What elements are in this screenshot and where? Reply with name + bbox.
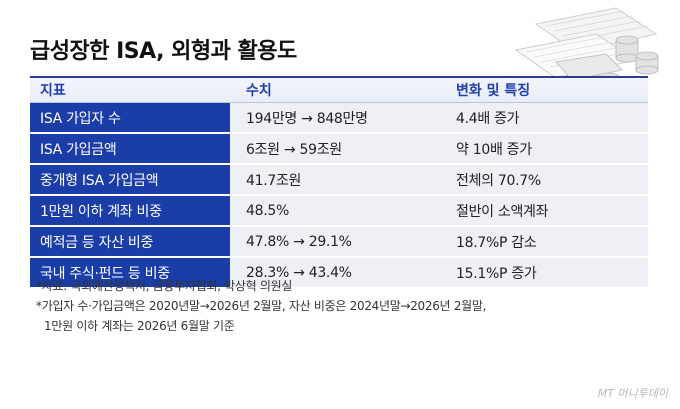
table-row: 1만원 이하 계좌 비중 48.5% 절반이 소액계좌 (30, 196, 648, 227)
page-title: 급성장한 ISA, 외형과 활용도 (30, 39, 297, 64)
change-cell: 절반이 소액계좌 (430, 196, 648, 225)
table-row: 국내 주식·펀드 등 비중 28.3% → 43.4% 15.1%P 증가 (30, 258, 648, 289)
indicator-cell: ISA 가입금액 (30, 134, 230, 163)
change-cell: 약 10배 증가 (430, 134, 648, 163)
publisher-logo: MT 머니투데이 (597, 387, 668, 400)
header-indicator: 지표 (40, 83, 66, 99)
indicator-cell: 1만원 이하 계좌 비중 (30, 196, 230, 225)
basis-note: *가입자 수·가입금액은 2020년말→2026년 2월말, 자산 비중은 20… (36, 299, 487, 313)
table-row: ISA 가입금액 6조원 → 59조원 약 10배 증가 (30, 134, 648, 165)
table-row: 중개형 ISA 가입금액 41.7조원 전체의 70.7% (30, 165, 648, 196)
indicator-cell: 예적금 등 자산 비중 (30, 227, 230, 256)
value-cell: 41.7조원 (230, 165, 430, 194)
basis-note-continued: 1만원 이하 계좌는 2026년 6월말 기준 (44, 319, 235, 333)
source-notes: *자료: 국회예산정책처, 금융투자협회, 박상혁 의원실 *가입자 수·가입금… (36, 276, 646, 336)
value-cell: 48.5% (230, 196, 430, 225)
indicator-cell: ISA 가입자 수 (30, 103, 230, 132)
spreadsheet-coins-illustration (514, 7, 659, 84)
source-note: *자료: 국회예산정책처, 금융투자협회, 박상혁 의원실 (36, 279, 293, 293)
value-cell: 6조원 → 59조원 (230, 134, 430, 163)
indicator-cell: 국내 주식·펀드 등 비중 (30, 258, 230, 287)
header-value: 수치 (246, 83, 272, 99)
change-cell: 15.1%P 증가 (430, 258, 648, 287)
table-row: ISA 가입자 수 194만명 → 848만명 4.4배 증가 (30, 103, 648, 134)
change-cell: 전체의 70.7% (430, 165, 648, 194)
isa-stats-table: 지표 수치 변화 및 특징 ISA 가입자 수 194만명 → 848만명 4.… (30, 76, 648, 289)
table-row: 예적금 등 자산 비중 47.8% → 29.1% 18.7%P 감소 (30, 227, 648, 258)
change-cell: 18.7%P 감소 (430, 227, 648, 256)
value-cell: 194만명 → 848만명 (230, 103, 430, 132)
value-cell: 47.8% → 29.1% (230, 227, 430, 256)
change-cell: 4.4배 증가 (430, 103, 648, 132)
value-cell: 28.3% → 43.4% (230, 258, 430, 287)
table-header: 지표 수치 변화 및 특징 (30, 76, 648, 103)
header-change: 변화 및 특징 (456, 83, 531, 99)
indicator-cell: 중개형 ISA 가입금액 (30, 165, 230, 194)
